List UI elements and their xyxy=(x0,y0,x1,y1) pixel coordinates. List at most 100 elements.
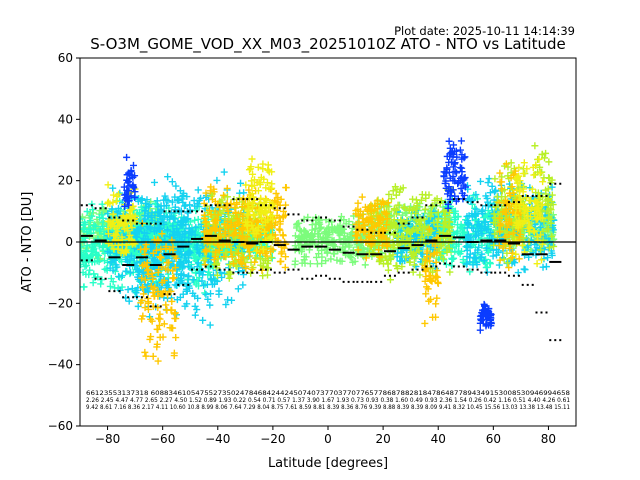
data-point xyxy=(204,295,212,303)
data-point xyxy=(433,266,441,274)
data-point xyxy=(545,213,553,221)
data-point xyxy=(207,290,215,298)
data-point xyxy=(82,270,90,278)
data-point xyxy=(483,194,491,202)
data-point xyxy=(172,182,180,190)
data-point xyxy=(358,193,366,201)
data-point xyxy=(507,246,515,254)
data-point xyxy=(267,254,275,262)
data-point xyxy=(333,256,341,264)
data-point xyxy=(139,312,147,320)
data-point xyxy=(252,230,260,238)
data-point xyxy=(107,259,115,267)
data-point xyxy=(205,207,213,215)
data-point xyxy=(338,257,346,265)
data-point xyxy=(510,229,518,237)
data-point xyxy=(360,228,368,236)
data-point xyxy=(537,231,545,239)
data-point xyxy=(180,216,188,224)
data-point xyxy=(390,230,398,238)
data-point xyxy=(506,244,514,252)
data-point xyxy=(120,183,128,191)
data-point xyxy=(191,311,199,319)
data-point xyxy=(509,233,517,241)
data-point xyxy=(259,259,267,267)
data-point xyxy=(156,310,164,318)
data-point xyxy=(137,258,145,266)
data-point xyxy=(254,223,262,231)
data-point xyxy=(181,302,189,310)
data-point xyxy=(294,237,302,245)
data-point xyxy=(406,258,414,266)
data-point xyxy=(179,192,187,200)
data-point xyxy=(242,181,250,189)
data-point xyxy=(291,232,299,240)
data-point xyxy=(260,175,268,183)
data-point xyxy=(114,222,122,230)
data-point xyxy=(484,225,492,233)
data-point xyxy=(544,195,552,203)
data-point xyxy=(168,198,176,206)
data-point xyxy=(152,246,160,254)
data-point xyxy=(323,225,331,233)
data-point xyxy=(361,261,369,269)
data-point xyxy=(412,216,420,224)
data-point xyxy=(457,137,465,145)
data-point xyxy=(432,300,440,308)
data-point xyxy=(182,221,190,229)
data-point xyxy=(125,297,133,305)
data-point xyxy=(196,250,204,258)
data-point xyxy=(375,246,383,254)
data-point xyxy=(305,234,313,242)
data-point xyxy=(132,233,140,241)
data-point xyxy=(548,191,556,199)
data-point xyxy=(141,276,149,284)
data-point xyxy=(207,211,215,219)
data-point xyxy=(342,220,350,228)
data-point xyxy=(163,213,171,221)
data-point xyxy=(455,178,463,186)
data-point xyxy=(120,249,128,257)
data-point xyxy=(248,190,256,198)
data-point xyxy=(329,242,337,250)
data-point xyxy=(237,179,245,187)
data-point xyxy=(176,261,184,269)
data-point xyxy=(142,352,150,360)
data-point xyxy=(495,199,503,207)
data-point xyxy=(476,319,484,327)
data-point xyxy=(538,201,546,209)
data-point xyxy=(206,187,214,195)
data-point xyxy=(276,220,284,228)
data-point xyxy=(87,247,95,255)
data-point xyxy=(206,321,214,329)
data-point xyxy=(215,241,223,249)
data-point xyxy=(275,214,283,222)
data-point xyxy=(354,205,362,213)
data-point xyxy=(194,186,202,194)
data-point xyxy=(257,194,265,202)
data-point xyxy=(389,187,397,195)
data-point xyxy=(427,209,435,217)
data-point xyxy=(464,217,472,225)
data-point xyxy=(293,222,301,230)
data-point xyxy=(239,224,247,232)
data-point xyxy=(262,209,270,217)
data-point xyxy=(142,203,150,211)
data-point xyxy=(249,203,257,211)
data-point xyxy=(432,258,440,266)
data-point xyxy=(410,252,418,260)
data-point xyxy=(109,210,117,218)
data-point xyxy=(443,248,451,256)
data-point xyxy=(128,203,136,211)
data-point xyxy=(427,295,435,303)
data-point xyxy=(223,184,231,192)
data-point xyxy=(444,187,452,195)
data-point xyxy=(282,184,290,192)
data-point xyxy=(194,215,202,223)
data-point xyxy=(112,197,120,205)
data-point xyxy=(92,250,100,258)
data-point xyxy=(127,268,135,276)
data-point xyxy=(393,185,401,193)
data-point xyxy=(90,270,98,278)
data-point xyxy=(234,250,242,258)
